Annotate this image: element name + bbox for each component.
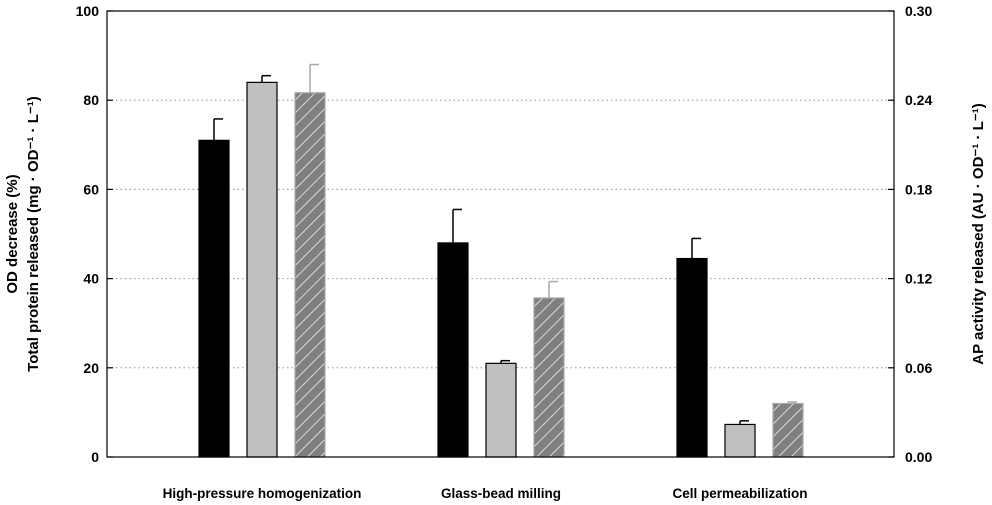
left-tick-label: 0 [91, 449, 99, 465]
bar-ap-activity-released [294, 92, 326, 458]
left-axis-label-line2: Total protein released (mg · OD⁻¹ · L⁻¹) [25, 96, 42, 372]
bar-total-protein-released [485, 362, 517, 458]
bar-od-decrease [676, 257, 708, 458]
bar-total-protein-released [724, 423, 756, 458]
category-labels: High-pressure homogenization Glass-bead m… [163, 486, 808, 501]
right-axis-ticks: 0.00 0.06 0.12 0.18 0.24 0.30 [888, 3, 932, 465]
right-tick-label: 0.00 [905, 449, 932, 465]
gridlines [107, 99, 894, 369]
axes [106, 10, 895, 458]
bar-total-protein-released [246, 81, 278, 458]
left-tick-label: 60 [83, 181, 99, 197]
left-tick-label: 80 [83, 92, 99, 108]
bar-od-decrease [437, 242, 469, 458]
left-tick-label: 40 [83, 271, 99, 287]
category-label: Cell permeabilization [672, 486, 807, 501]
right-axis-label: AP activity released (AU · OD⁻¹ · L⁻¹) [970, 103, 987, 364]
bar-ap-activity-released [533, 297, 565, 458]
right-tick-label: 0.12 [905, 271, 932, 287]
right-tick-label: 0.06 [905, 360, 932, 376]
left-tick-label: 100 [76, 3, 100, 19]
right-tick-label: 0.18 [905, 181, 932, 197]
bar-ap-activity-released [772, 402, 804, 458]
right-tick-label: 0.30 [905, 3, 932, 19]
bar-od-decrease [198, 139, 230, 458]
left-tick-label: 20 [83, 360, 99, 376]
bars-group [198, 63, 804, 458]
category-label: Glass-bead milling [441, 486, 561, 501]
category-label: High-pressure homogenization [163, 486, 362, 501]
left-axis-ticks: 0 20 40 60 80 100 [76, 3, 113, 465]
left-axis-label-line1: OD decrease (%) [4, 174, 21, 293]
plot-frame [106, 10, 895, 458]
right-tick-label: 0.24 [905, 92, 932, 108]
